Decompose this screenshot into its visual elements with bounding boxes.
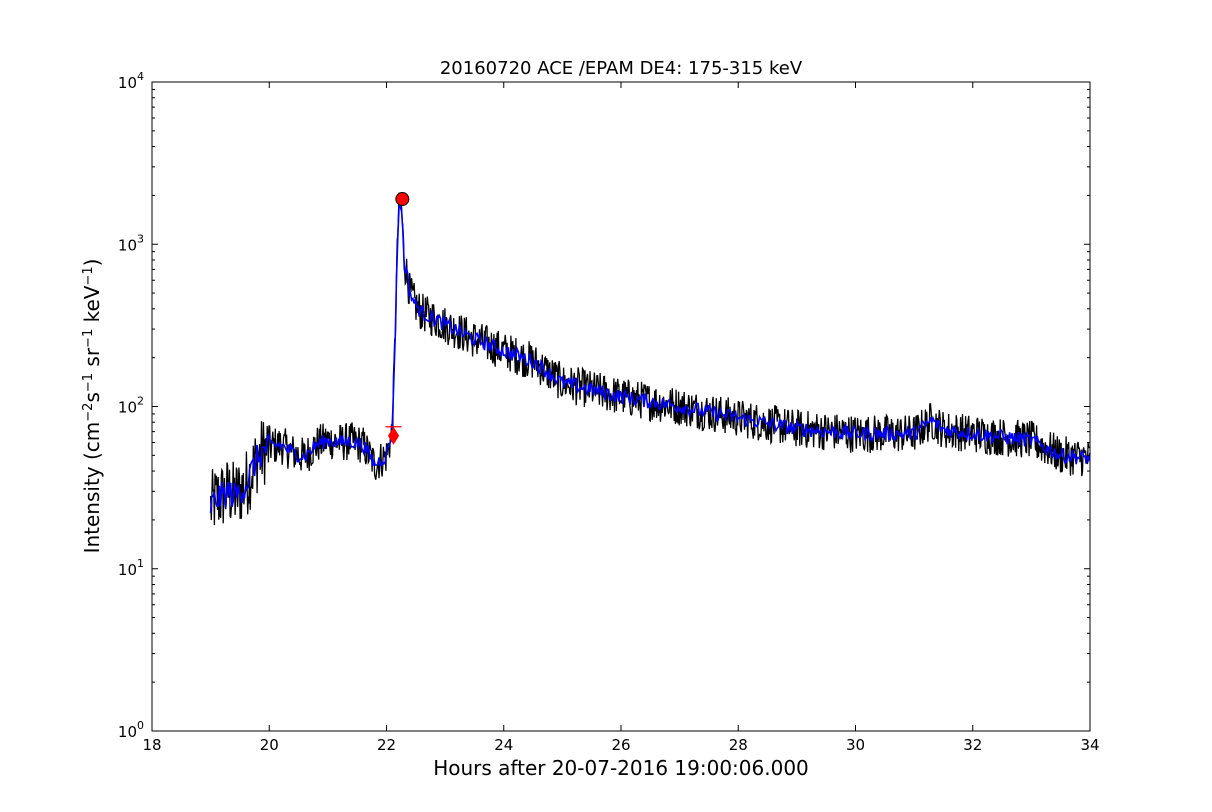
x-tick-label: 18 bbox=[142, 736, 161, 754]
raw-intensity-line bbox=[209, 192, 1091, 526]
y-axis-label: Intensity (cm−2s−1 sr−1 keV−1) bbox=[80, 259, 104, 554]
y-tick-label: 101 bbox=[118, 557, 144, 579]
y-tick-label: 100 bbox=[118, 719, 144, 741]
y-tick-label: 104 bbox=[118, 70, 144, 92]
x-tick-label: 26 bbox=[611, 736, 630, 754]
x-tick-label: 22 bbox=[377, 736, 396, 754]
y-tick-label: 103 bbox=[118, 232, 144, 254]
smoothed-intensity-line bbox=[209, 203, 1091, 513]
x-tick-label: 20 bbox=[260, 736, 279, 754]
chart-title: 20160720 ACE /EPAM DE4: 175-315 keV bbox=[440, 58, 803, 79]
y-tick-label: 102 bbox=[118, 395, 144, 417]
x-tick-label: 30 bbox=[846, 736, 865, 754]
x-tick-label: 32 bbox=[963, 736, 982, 754]
plot-frame bbox=[151, 81, 1091, 732]
onset-marker bbox=[387, 426, 400, 445]
x-tick-label: 24 bbox=[494, 736, 513, 754]
axis-ticks: 18 20 22 24 26 28 30 32 34 100 101 102 103 104 bbox=[118, 70, 1100, 754]
peak-marker bbox=[395, 192, 410, 207]
x-tick-label: 28 bbox=[729, 736, 748, 754]
x-tick-label: 34 bbox=[1080, 736, 1099, 754]
plot-data bbox=[209, 192, 1091, 526]
x-axis-label: Hours after 20-07-2016 19:00:06.000 bbox=[433, 756, 809, 780]
